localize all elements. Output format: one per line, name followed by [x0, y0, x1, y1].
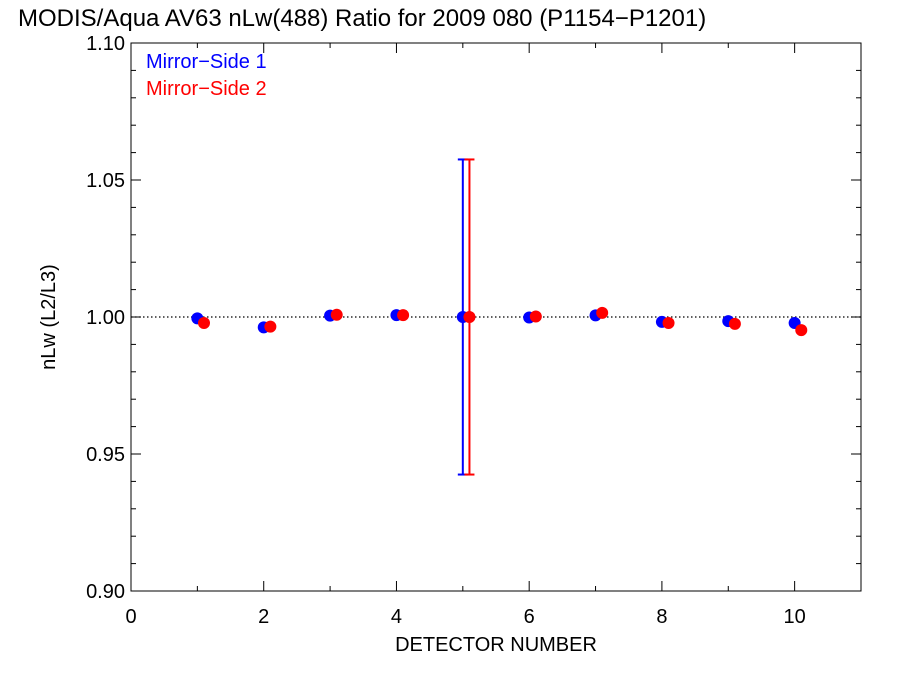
legend-mirror-side-1: Mirror−Side 1	[146, 51, 267, 73]
chart-title: MODIS/Aqua AV63 nLw(488) Ratio for 2009 …	[18, 5, 706, 32]
y-tick-label: 0.95	[86, 444, 125, 466]
y-tick-label: 0.90	[86, 581, 125, 603]
data-point-series-2	[596, 306, 609, 319]
x-tick-label: 0	[125, 606, 136, 628]
axis-ticks	[130, 42, 862, 592]
y-tick-labels: 0.90 0.95 1.00 1.05 1.10	[86, 33, 125, 603]
y-tick-label: 1.05	[86, 170, 125, 192]
y-tick-label: 1.00	[86, 307, 125, 329]
legend-mirror-side-2: Mirror−Side 2	[146, 78, 267, 100]
y-axis-label: nLw (L2/L3)	[38, 264, 60, 370]
x-tick-label: 8	[656, 606, 667, 628]
data-point-series-2	[330, 308, 343, 321]
data-point-series-2	[198, 317, 210, 330]
x-tick-labels: 0 2 4 6 8 10	[125, 606, 805, 628]
x-tick-label: 10	[784, 606, 806, 628]
data-point-series-2	[463, 311, 476, 323]
y-tick-label: 1.10	[86, 33, 125, 55]
x-tick-label: 4	[391, 606, 402, 628]
data-point-series-2	[795, 324, 808, 337]
data-point-series-2	[728, 317, 741, 330]
data-points	[191, 306, 808, 337]
x-tick-label: 2	[258, 606, 269, 628]
x-axis-label: DETECTOR NUMBER	[395, 634, 597, 656]
data-point-series-2	[397, 309, 410, 322]
x-tick-label: 6	[524, 606, 535, 628]
data-point-series-2	[662, 317, 675, 330]
data-point-series-2	[264, 320, 277, 333]
data-point-series-2	[529, 310, 542, 323]
